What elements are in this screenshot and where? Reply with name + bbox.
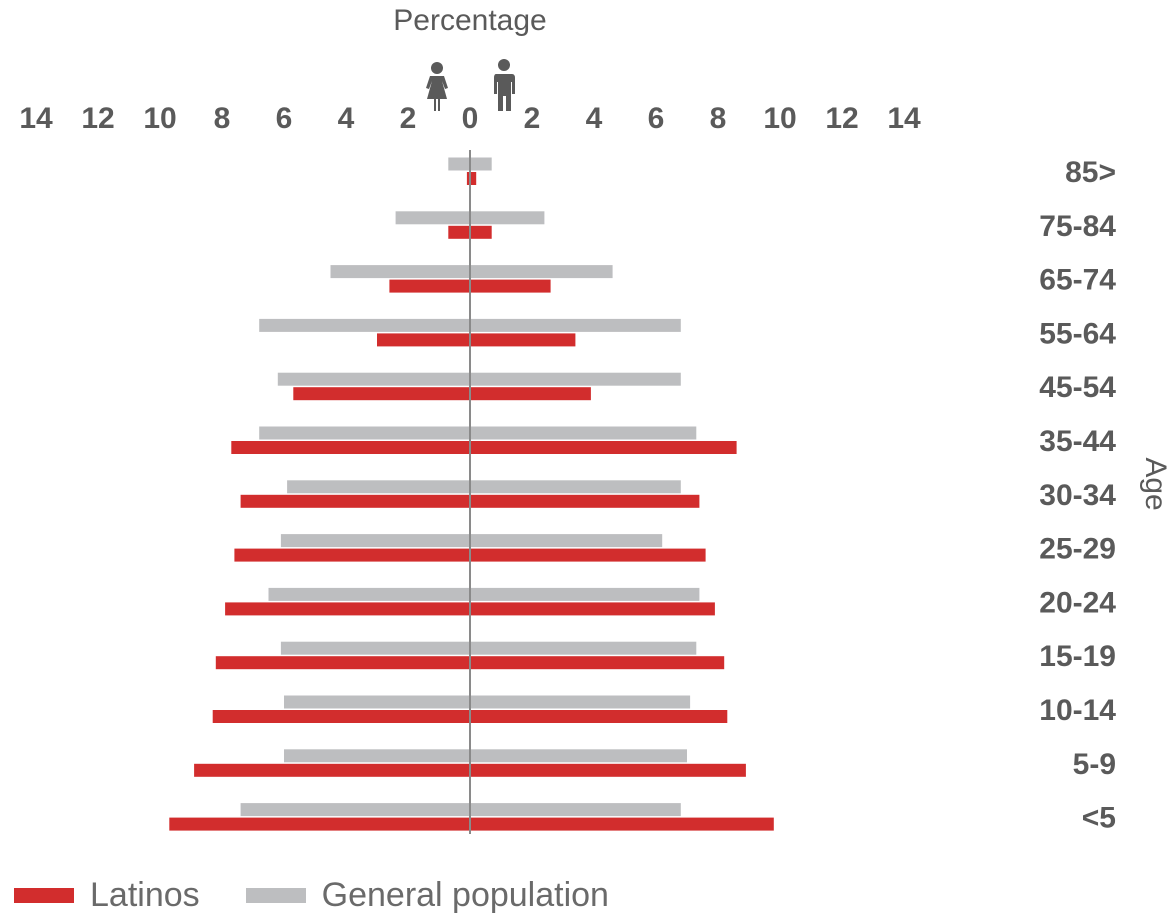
x-tick-label: 6	[648, 102, 665, 135]
bar-latinos-female	[466, 172, 470, 185]
age-label: 10-14	[1039, 694, 1116, 727]
bar-general-population-female	[330, 265, 470, 279]
age-label: 45-54	[1039, 371, 1116, 404]
x-tick-label: 2	[524, 102, 541, 135]
bar-general-population-female	[268, 587, 470, 601]
bar-latinos-female	[234, 548, 470, 562]
bar-latinos-female	[194, 763, 470, 777]
legend-swatch-latinos	[14, 887, 74, 903]
y-axis-title: Age	[1139, 457, 1170, 510]
bar-general-population-female	[395, 211, 470, 225]
bar-latinos-male	[470, 763, 746, 777]
legend-item-latinos: Latinos	[14, 876, 200, 915]
x-tick-label: 10	[143, 102, 176, 135]
bar-general-population-male	[470, 641, 697, 655]
bar-general-population-male	[470, 426, 697, 440]
bar-latinos-male	[470, 225, 492, 239]
age-label: 35-44	[1039, 425, 1116, 458]
bar-latinos-female	[212, 710, 470, 723]
bar-general-population-male	[470, 318, 681, 332]
bar-latinos-female	[231, 441, 470, 454]
female-icon	[426, 62, 448, 111]
bar-general-population-male	[470, 749, 687, 763]
age-label: 25-29	[1039, 533, 1116, 566]
bars-group	[169, 157, 774, 831]
x-tick-label: 14	[887, 102, 921, 135]
x-axis-title: Percentage	[393, 4, 546, 37]
x-tick-label: 6	[276, 102, 293, 135]
age-label: 85>	[1065, 156, 1116, 189]
x-tick-label: 8	[710, 102, 727, 135]
bar-latinos-male	[470, 387, 591, 401]
bar-general-population-male	[470, 534, 663, 548]
age-label: 65-74	[1039, 264, 1116, 297]
age-label: 75-84	[1039, 210, 1116, 243]
bar-latinos-male	[470, 333, 576, 347]
bar-general-population-male	[470, 157, 492, 171]
legend-label-general-population: General population	[321, 875, 609, 914]
bar-general-population-female	[259, 318, 470, 332]
x-axis-ticks: 14 12 10 8 6 4 2 0 2 4 6 8 10 12 14	[19, 102, 921, 135]
bar-general-population-female	[240, 803, 470, 817]
legend-item-general-population: General population	[245, 875, 609, 915]
bar-latinos-male	[470, 494, 700, 508]
bar-latinos-male	[470, 656, 725, 670]
bar-general-population-female	[284, 695, 470, 709]
x-tick-label: 4	[338, 102, 355, 135]
bar-latinos-male	[470, 441, 737, 454]
legend-label-latinos: Latinos	[90, 875, 200, 914]
age-labels: 85> 75-84 65-74 55-64 45-54 35-44 30-34 25-29 20…	[1039, 156, 1116, 835]
bar-latinos-male	[470, 279, 551, 293]
bar-latinos-female	[169, 817, 471, 831]
bar-latinos-female	[377, 333, 470, 347]
x-tick-label: 14	[19, 102, 53, 135]
bar-general-population-male	[470, 480, 681, 494]
bar-latinos-male	[470, 602, 715, 616]
bar-general-population-female	[280, 641, 470, 655]
bar-general-population-male	[470, 211, 545, 225]
bar-general-population-female	[287, 480, 470, 494]
bar-latinos-female	[225, 602, 470, 616]
bar-general-population-male	[470, 372, 681, 386]
bar-general-population-female	[259, 426, 470, 440]
age-label: 55-64	[1039, 317, 1116, 350]
age-label: 20-24	[1039, 586, 1116, 619]
bar-latinos-male	[470, 710, 728, 723]
legend: Latinos General population	[14, 875, 655, 915]
x-tick-label: 0	[462, 102, 479, 135]
age-label: <5	[1082, 802, 1116, 835]
bar-latinos-female	[240, 494, 470, 508]
bar-general-population-female	[284, 749, 470, 763]
male-icon	[494, 59, 515, 111]
bar-latinos-male	[470, 548, 706, 562]
bar-general-population-male	[470, 695, 691, 709]
bar-latinos-male	[470, 172, 477, 185]
bar-latinos-female	[448, 225, 470, 239]
age-label: 15-19	[1039, 640, 1116, 673]
bar-latinos-female	[293, 387, 470, 401]
x-tick-label: 12	[81, 102, 114, 135]
bar-latinos-male	[470, 817, 774, 831]
x-tick-label: 4	[586, 102, 603, 135]
x-tick-label: 12	[825, 102, 858, 135]
x-tick-label: 8	[214, 102, 231, 135]
bar-general-population-female	[448, 157, 470, 171]
age-label: 30-34	[1039, 479, 1116, 512]
bar-general-population-male	[470, 803, 681, 817]
bar-latinos-female	[389, 279, 470, 293]
bar-general-population-female	[280, 534, 470, 548]
x-tick-label: 2	[400, 102, 417, 135]
x-tick-label: 10	[763, 102, 796, 135]
bar-latinos-female	[215, 656, 470, 670]
bar-general-population-male	[470, 587, 700, 601]
legend-swatch-general-population	[245, 887, 306, 903]
bar-general-population-male	[470, 265, 613, 279]
age-label: 5-9	[1073, 748, 1116, 781]
bar-general-population-female	[277, 372, 470, 386]
